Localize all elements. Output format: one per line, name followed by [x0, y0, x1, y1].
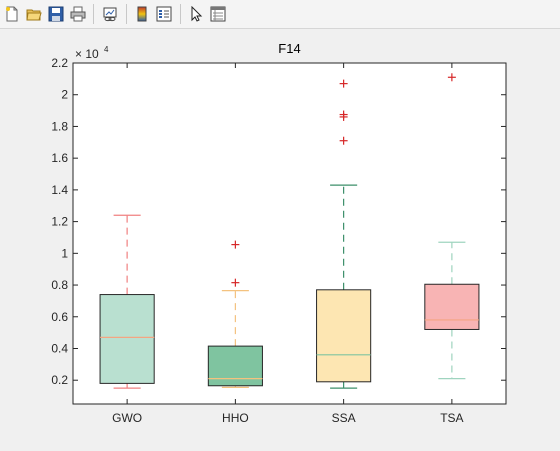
exponent-base-label: × 10 — [75, 47, 99, 61]
y-tick-label: 1.4 — [51, 183, 68, 197]
y-tick-label: 1.8 — [51, 119, 68, 133]
property-inspector-icon — [210, 6, 226, 22]
box-plot-chart: F14 × 10 4 0.2 0.4 0.6 0.8 1 1.2 1.4 1.6 1.8 2 2.2… — [51, 41, 507, 425]
save-figure-button[interactable] — [46, 4, 66, 24]
link-plot-icon — [103, 7, 117, 22]
y-axis: 0.2 0.4 0.6 0.8 1 1.2 1.4 1.6 1.8 2 2.2 — [51, 56, 506, 387]
link-plot-button[interactable] — [100, 4, 120, 24]
x-tick-label: GWO — [112, 411, 142, 425]
box-series — [99, 73, 480, 389]
y-tick-label: 0.2 — [51, 373, 68, 387]
outlier-marker — [339, 136, 348, 145]
outlier-marker — [231, 240, 240, 249]
x-tick-label: HHO — [222, 411, 249, 425]
toolbar-separator — [180, 4, 181, 24]
box-iqr — [316, 289, 372, 383]
y-tick-label: 2.2 — [51, 56, 68, 70]
open-file-button[interactable] — [24, 4, 44, 24]
outlier-marker — [231, 278, 240, 287]
print-figure-button[interactable] — [68, 4, 88, 24]
new-file-icon — [6, 6, 18, 22]
colorbar-icon — [137, 6, 147, 22]
y-tick-label: 0.8 — [51, 278, 68, 292]
box-ssa — [316, 79, 372, 389]
x-tick-label: SSA — [332, 411, 356, 425]
new-figure-button[interactable] — [2, 4, 22, 24]
pointer-arrow-icon — [191, 6, 203, 22]
open-folder-icon — [26, 9, 42, 21]
y-tick-label: 1 — [61, 246, 68, 260]
x-tick-label: TSA — [440, 411, 463, 425]
box-tsa — [424, 73, 480, 380]
y-tick-label: 0.6 — [51, 310, 68, 324]
box-iqr — [99, 294, 155, 384]
toolbar-separator — [126, 4, 127, 24]
outlier-marker — [339, 110, 348, 119]
y-tick-label: 1.6 — [51, 151, 68, 165]
edit-plot-button[interactable] — [186, 4, 206, 24]
toolbar-separator — [93, 4, 94, 24]
legend-icon — [156, 6, 172, 22]
box-iqr — [207, 345, 263, 387]
box-iqr — [424, 283, 480, 330]
y-tick-label: 2 — [61, 88, 68, 102]
save-disk-icon — [48, 6, 64, 22]
property-inspector-button[interactable] — [208, 4, 228, 24]
chart-title: F14 — [278, 41, 300, 56]
printer-icon — [70, 6, 86, 22]
x-axis: GWO HHO SSA TSA — [112, 63, 464, 425]
box-gwo — [99, 214, 155, 389]
exponent-power-label: 4 — [104, 45, 109, 54]
box-hho — [207, 240, 263, 388]
figure-toolbar — [0, 0, 560, 29]
outlier-marker — [339, 79, 348, 88]
insert-colorbar-button[interactable] — [132, 4, 152, 24]
outlier-marker — [447, 73, 456, 82]
y-tick-label: 1.2 — [51, 215, 68, 229]
insert-legend-button[interactable] — [154, 4, 174, 24]
y-tick-label: 0.4 — [51, 341, 68, 355]
figure-canvas: F14 × 10 4 0.2 0.4 0.6 0.8 1 1.2 1.4 1.6 1.8 2 2.2… — [0, 29, 560, 451]
y-axis-exponent: × 10 4 — [75, 45, 109, 61]
